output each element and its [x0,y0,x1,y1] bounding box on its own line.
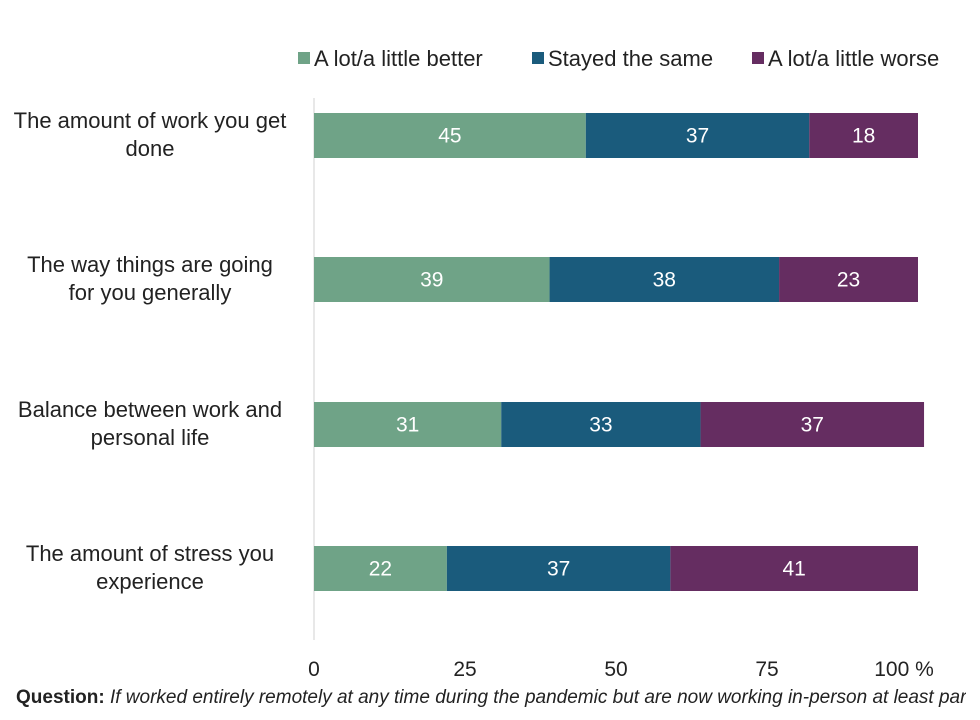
category-label-4: The amount of stress you experience [26,541,274,594]
bar-segment [585,113,810,158]
legend-swatch-1 [298,52,310,64]
bar-value-label: 45 [438,125,461,148]
bar-segment [779,257,918,302]
category-label-2: The way things are going for you generall… [27,252,273,305]
bar-segment [700,402,925,447]
x-tick-label: 25 [453,658,476,681]
bar-value-label: 37 [686,125,709,148]
bar-value-label: 38 [653,269,676,292]
bar-value-label: 37 [547,558,570,581]
bar-segment [314,257,550,302]
x-tick-label: 0 [308,658,320,681]
stacked-bar-chart: A lot/a little better Stayed the same A lo… [14,46,940,681]
category-label-3: Balance between work and personal life [18,397,282,450]
footnote: Question: If worked entirely remotely at… [16,686,966,720]
legend-swatch-3 [752,52,764,64]
bar-segment [501,402,701,447]
bar-segment [809,113,918,158]
x-tick-labels: 0 25 50 75 100 % [308,658,934,681]
footnote-label: Question: [16,687,105,708]
legend-label-2: Stayed the same [548,46,713,71]
category-label-1: The amount of work you get done [14,108,287,161]
x-tick-label: 100 % [874,658,934,681]
legend-label-1: A lot/a little better [314,46,483,71]
bar-segment [314,546,447,591]
x-tick-label: 50 [604,658,627,681]
x-tick-label: 75 [755,658,778,681]
bars: 45 37 18 39 38 23 31 33 37 22 37 41 [314,113,925,591]
category-labels: The amount of work you get done The way th… [14,108,287,594]
bar-value-label: 22 [369,558,392,581]
footnote-text: If worked entirely remotely at any time … [109,687,966,708]
bar-value-label: 31 [396,414,419,437]
legend-swatch-2 [532,52,544,64]
bar-segment [670,546,918,591]
bar-value-label: 41 [783,558,806,581]
bar-value-label: 39 [420,269,443,292]
legend-label-3: A lot/a little worse [768,46,939,71]
bar-segment [314,402,502,447]
bar-segment [549,257,780,302]
bar-segment [314,113,586,158]
bar-value-label: 18 [852,125,875,148]
legend: A lot/a little better Stayed the same A lo… [298,46,939,71]
bar-value-label: 23 [837,269,860,292]
bar-segment [446,546,671,591]
bar-value-label: 37 [801,414,824,437]
bar-value-label: 33 [589,414,612,437]
